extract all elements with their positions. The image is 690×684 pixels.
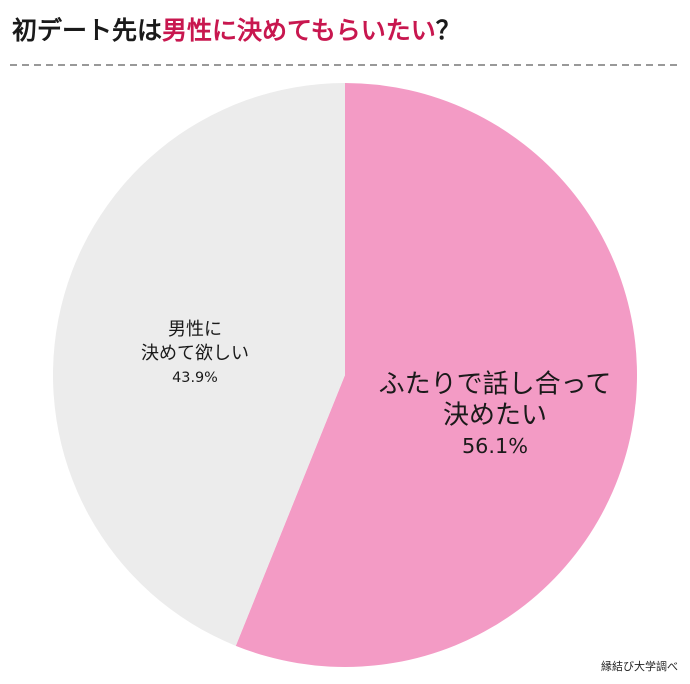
- source: 縁結び大学調べ: [601, 659, 678, 673]
- value-label: 56.1%: [462, 434, 528, 458]
- value-label: 43.9%: [172, 370, 218, 386]
- title-part: ？: [436, 16, 461, 45]
- title-part: 男性に決めてもらいたい: [162, 16, 436, 45]
- chart-title: 初デート先は男性に決めてもらいたい？: [12, 16, 461, 45]
- slice-label: ふたりで話し合って: [379, 370, 612, 400]
- pie-slice: [235, 83, 638, 667]
- title-part: 初デート先は: [12, 16, 162, 45]
- slice-label: 決めて欲しい: [141, 343, 249, 364]
- slice-label: 男性に: [168, 319, 222, 340]
- slice-label: 決めたい: [443, 401, 547, 431]
- pie-slice: [53, 83, 345, 646]
